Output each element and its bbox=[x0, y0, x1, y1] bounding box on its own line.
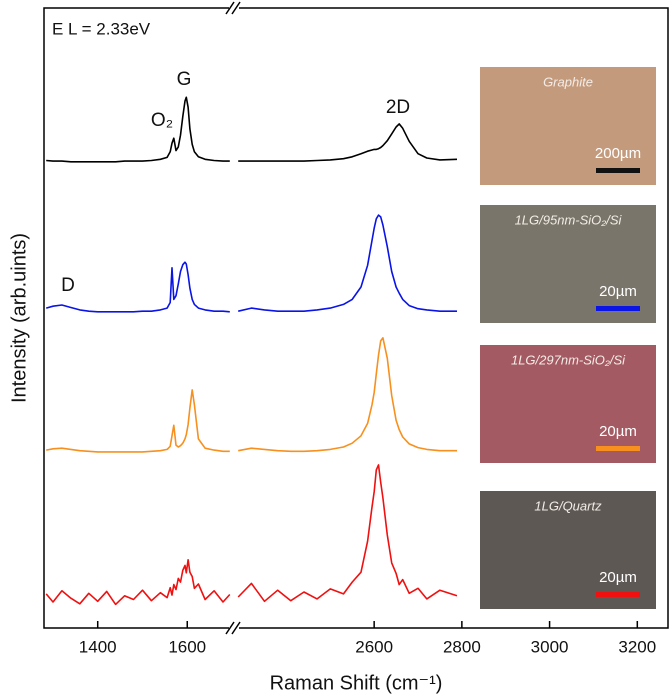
inset-background bbox=[480, 491, 656, 609]
plot-frame bbox=[43, 7, 669, 629]
scale-label: 20µm bbox=[599, 423, 637, 440]
spectrum-line bbox=[46, 96, 458, 163]
x-tick-label: 2800 bbox=[443, 637, 481, 656]
x-tick-label: 1400 bbox=[79, 637, 117, 656]
inset-label: 1LG/95nm-SiO₂/Si bbox=[515, 212, 623, 227]
inset-image: 1LG/297nm-SiO₂/Si 20µm bbox=[480, 345, 656, 463]
y-axis-label: Intensity (arb.uints) bbox=[8, 233, 30, 403]
scale-bar bbox=[596, 306, 640, 311]
spectrum-line bbox=[45, 464, 458, 606]
axis-break-top bbox=[225, 1, 241, 15]
inset-image: Graphite 200µm bbox=[480, 67, 656, 185]
axis-break-bottom bbox=[225, 621, 241, 635]
x-tick-label: 3200 bbox=[618, 637, 656, 656]
inset-image: 1LG/Quartz 20µm bbox=[480, 491, 656, 609]
annotation: 2D bbox=[386, 97, 410, 118]
inset-background bbox=[480, 345, 656, 463]
scale-label: 20µm bbox=[599, 283, 637, 300]
scale-label: 20µm bbox=[599, 569, 637, 586]
x-axis-label: Raman Shift (cm⁻¹) bbox=[270, 672, 443, 694]
inset-label: 1LG/Quartz bbox=[534, 498, 602, 513]
inset-background bbox=[480, 67, 656, 185]
spectrum-line bbox=[45, 214, 457, 313]
x-tick-label: 3000 bbox=[531, 637, 569, 656]
x-tick-label: 2600 bbox=[355, 637, 393, 656]
inset-label: 1LG/297nm-SiO₂/Si bbox=[511, 352, 626, 367]
annotation: E L = 2.33eV bbox=[52, 19, 151, 38]
scale-bar bbox=[596, 446, 640, 451]
scale-bar bbox=[596, 592, 640, 597]
annotation: O₂ bbox=[151, 110, 173, 131]
inset-background bbox=[480, 205, 656, 323]
scale-label: 200µm bbox=[595, 145, 641, 162]
inset-image: 1LG/95nm-SiO₂/Si 20µm bbox=[480, 205, 656, 323]
x-tick-label: 1600 bbox=[168, 637, 206, 656]
annotation: D bbox=[61, 275, 75, 296]
annotation: G bbox=[177, 69, 192, 90]
scale-bar bbox=[596, 168, 640, 173]
spectrum-line bbox=[46, 337, 457, 453]
inset-label: Graphite bbox=[543, 74, 593, 89]
